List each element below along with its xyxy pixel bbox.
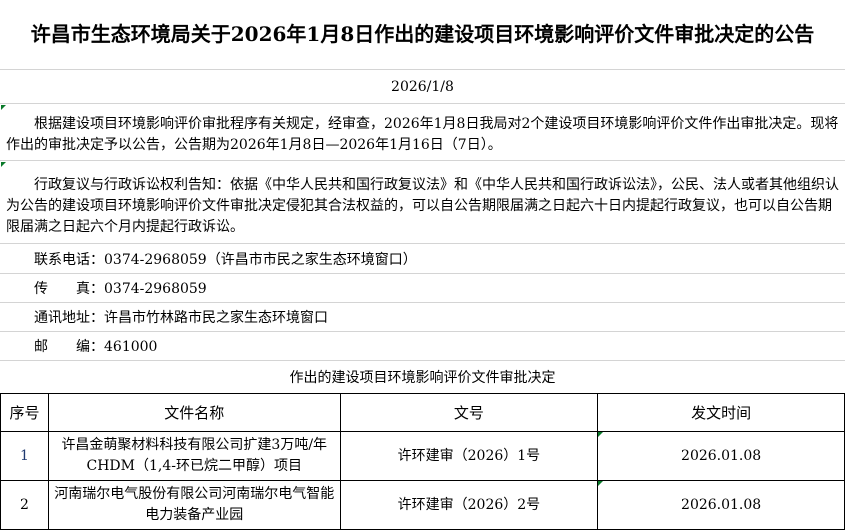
cell-comment-marker [1, 162, 6, 167]
cell-seq: 2 [0, 480, 49, 530]
cell-date: 2026.01.08 [597, 431, 845, 481]
cell-comment-marker [598, 481, 604, 486]
header-name: 文件名称 [47, 393, 341, 432]
announcement-paragraph: 根据建设项目环境影响评价审批程序有关规定，经审查，2026年1月8日我局对2个建… [0, 104, 845, 161]
cell-doc-no: 许环建审（2026）1号 [339, 431, 599, 481]
cell-comment-marker [1, 105, 6, 110]
contact-fax: 传 真：0374-2968059 [0, 274, 845, 303]
header-seq: 序号 [0, 393, 49, 432]
cell-name: 许昌金萌聚材料科技有限公司扩建3万吨/年CHDM（1,4-环已烷二甲醇）项目 [47, 431, 341, 481]
table-row: 2 河南瑞尔电气股份有限公司河南瑞尔电气智能电力装备产业园 许环建审（2026）… [0, 480, 845, 530]
cell-comment-marker [598, 432, 604, 437]
contact-phone: 联系电话：0374-2968059（许昌市市民之家生态环境窗口） [0, 244, 845, 274]
header-date: 发文时间 [597, 393, 845, 432]
contact-postcode: 邮 编：461000 [0, 332, 845, 361]
page-title: 许昌市生态环境局关于2026年1月8日作出的建设项目环境影响评价文件审批决定的公… [0, 0, 845, 70]
publish-date: 2026/1/8 [0, 70, 845, 104]
cell-date-text: 2026.01.08 [681, 447, 762, 464]
table-header-row: 序号 文件名称 文号 发文时间 [0, 393, 845, 432]
contact-address: 通讯地址：许昌市竹林路市民之家生态环境窗口 [0, 303, 845, 332]
table-row: 1 许昌金萌聚材料科技有限公司扩建3万吨/年CHDM（1,4-环已烷二甲醇）项目… [0, 431, 845, 481]
appeal-rights-paragraph: 行政复议与行政诉讼权利告知：依据《中华人民共和国行政复议法》和《中华人民共和国行… [0, 161, 845, 244]
section-title: 作出的建设项目环境影响评价文件审批决定 [0, 361, 845, 394]
decisions-table: 序号 文件名称 文号 发文时间 1 许昌金萌聚材料科技有限公司扩建3万吨/年CH… [0, 393, 845, 530]
cell-date: 2026.01.08 [597, 480, 845, 530]
cell-name: 河南瑞尔电气股份有限公司河南瑞尔电气智能电力装备产业园 [47, 480, 341, 530]
cell-seq: 1 [0, 431, 49, 481]
cell-date-text: 2026.01.08 [681, 496, 762, 513]
cell-doc-no: 许环建审（2026）2号 [339, 480, 599, 530]
header-doc-no: 文号 [339, 393, 599, 432]
